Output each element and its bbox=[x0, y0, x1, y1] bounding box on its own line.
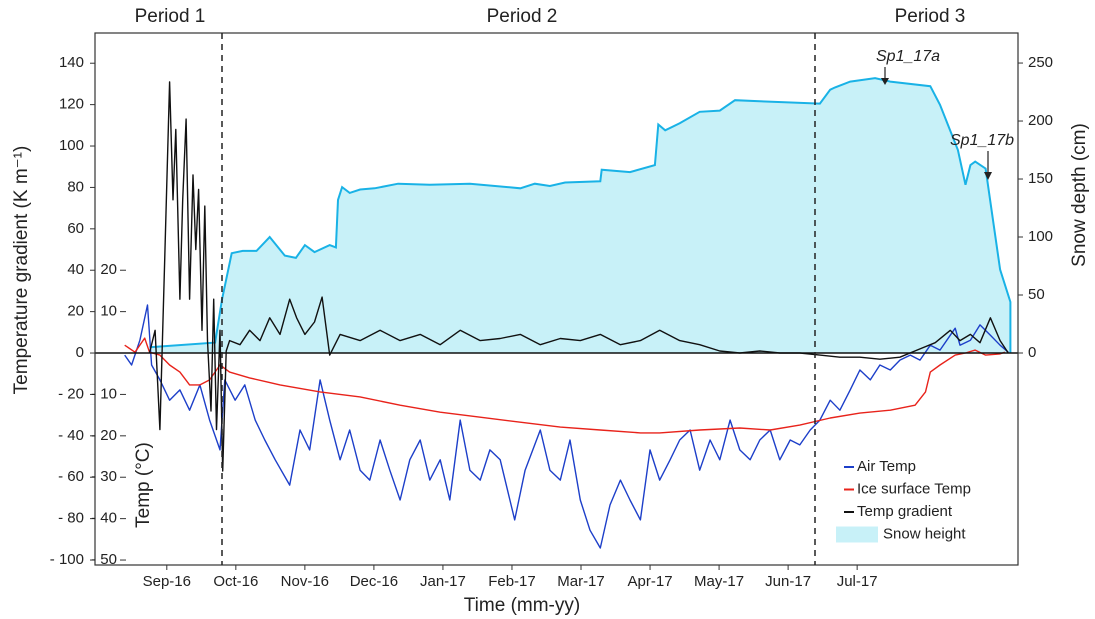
y2-tick-label: 0 bbox=[1028, 344, 1036, 361]
y3-axis-label: Temp (°C) bbox=[133, 442, 154, 528]
y2-tick-label: 150 bbox=[1028, 170, 1053, 187]
x-tick-label: Apr-17 bbox=[628, 573, 673, 590]
y-tick-label: - 80 bbox=[58, 510, 84, 527]
series-line bbox=[124, 304, 1009, 549]
y2-tick-label: 100 bbox=[1028, 228, 1053, 245]
legend-label: Snow height bbox=[883, 525, 966, 542]
legend-label: Temp gradient bbox=[857, 503, 953, 520]
x-tick-label: Dec-16 bbox=[350, 573, 398, 590]
x-tick-label: May-17 bbox=[694, 573, 744, 590]
legend: Air Temp Ice surface Temp Temp gradient Sno… bbox=[836, 458, 971, 543]
legend-label: Ice surface Temp bbox=[857, 480, 971, 497]
y-tick-label: 60 bbox=[67, 220, 84, 237]
x-tick-label: Jun-17 bbox=[765, 573, 811, 590]
y-tick-label: 20 bbox=[67, 303, 84, 320]
y3-tick-label: - 10 bbox=[91, 385, 117, 402]
y-tick-label: - 20 bbox=[58, 385, 84, 402]
y2-tick-label: 250 bbox=[1028, 54, 1053, 71]
y2-axis-label: Snow depth (cm) bbox=[1069, 123, 1090, 267]
y-tick-label: 40 bbox=[67, 261, 84, 278]
plot-area bbox=[95, 77, 1018, 549]
y-tick-label: - 40 bbox=[58, 427, 84, 444]
y-tick-label: 120 bbox=[59, 96, 84, 113]
annotation-arrowhead bbox=[881, 78, 889, 85]
y2-tick-label: 200 bbox=[1028, 112, 1053, 129]
y-tick-label: - 100 bbox=[50, 551, 84, 568]
x-tick-label: Jan-17 bbox=[420, 573, 466, 590]
series-line bbox=[148, 81, 1009, 472]
y3-tick-label: - 40 bbox=[91, 510, 117, 527]
y-tick-label: 0 bbox=[76, 344, 84, 361]
annotation-arrowhead bbox=[984, 172, 992, 180]
y3-tick-label: 10 bbox=[100, 303, 117, 320]
y-tick-label: 80 bbox=[67, 178, 84, 195]
series-line bbox=[124, 337, 1006, 434]
y3-tick-label: - 50 bbox=[91, 551, 117, 568]
y2-tick-label: 50 bbox=[1028, 286, 1045, 303]
period-label: Period 3 bbox=[895, 6, 966, 27]
legend-swatch bbox=[836, 526, 878, 543]
x-axis-label: Time (mm-yy) bbox=[464, 595, 580, 616]
x-tick-label: Jul-17 bbox=[837, 573, 878, 590]
period-label: Period 1 bbox=[135, 6, 206, 27]
snow-area bbox=[149, 78, 1011, 353]
y-axis-label: Temperature gradient (K m⁻¹) bbox=[11, 146, 32, 395]
y-tick-label: - 60 bbox=[58, 468, 84, 485]
x-tick-label: Oct-16 bbox=[213, 573, 258, 590]
y3-tick-label: 20 bbox=[100, 261, 117, 278]
period-label: Period 2 bbox=[487, 6, 558, 27]
y-tick-label: 100 bbox=[59, 137, 84, 154]
y3-tick-label: - 30 bbox=[91, 468, 117, 485]
annotation: Sp1_17a bbox=[876, 48, 940, 65]
x-tick-label: Mar-17 bbox=[557, 573, 605, 590]
y-tick-label: 140 bbox=[59, 54, 84, 71]
annotation: Sp1_17b bbox=[950, 132, 1014, 149]
x-tick-label: Nov-16 bbox=[281, 573, 329, 590]
x-tick-label: Feb-17 bbox=[488, 573, 536, 590]
x-tick-label: Sep-16 bbox=[143, 573, 191, 590]
plot-frame bbox=[94, 32, 1019, 566]
legend-label: Air Temp bbox=[857, 458, 916, 475]
snow-line bbox=[149, 77, 1012, 353]
y3-tick-label: - 20 bbox=[91, 427, 117, 444]
